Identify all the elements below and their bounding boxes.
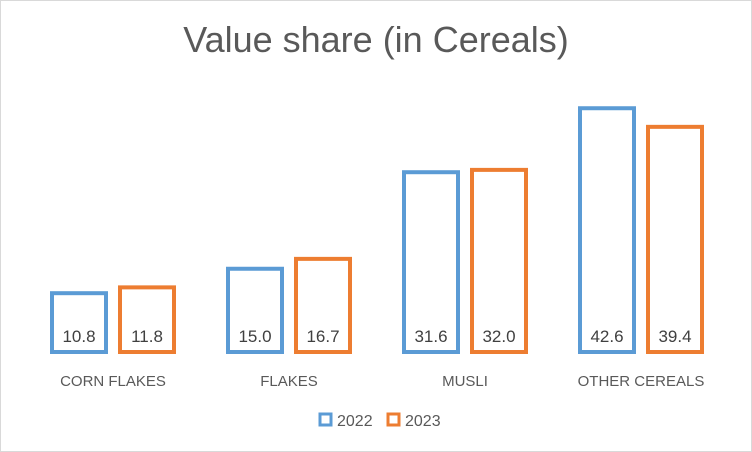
data-label-2022-3: 42.6 (590, 327, 623, 346)
legend-swatch-2022 (318, 412, 333, 427)
data-label-2022-1: 15.0 (238, 327, 271, 346)
bar-2023-0 (118, 285, 176, 354)
bar-2022-2 (402, 170, 460, 354)
category-label: FLAKES (260, 373, 318, 390)
data-label-2023-1: 16.7 (306, 327, 339, 346)
chart-title: Value share (in Cereals) (183, 19, 569, 60)
data-label-2023-0: 11.8 (131, 327, 163, 346)
bar-2022-0 (50, 291, 108, 355)
bar-2022-3 (578, 106, 636, 354)
category-label: MUSLI (442, 373, 488, 390)
bar-2022-1 (226, 266, 284, 354)
data-label-2023-2: 32.0 (482, 327, 515, 346)
bar-2023-1 (294, 256, 352, 355)
legend-label-2022: 2022 (337, 413, 373, 430)
data-label-2023-3: 39.4 (658, 327, 691, 346)
data-label-2022-2: 31.6 (414, 327, 447, 346)
bar-2023-2 (470, 167, 528, 354)
bar-2023-3 (646, 124, 704, 354)
legend-swatch-2023 (386, 412, 401, 427)
category-label: CORN FLAKES (60, 373, 166, 390)
category-label: OTHER CEREALS (578, 373, 705, 390)
data-label-2022-0: 10.8 (62, 327, 95, 346)
legend-label-2023: 2023 (405, 413, 441, 430)
